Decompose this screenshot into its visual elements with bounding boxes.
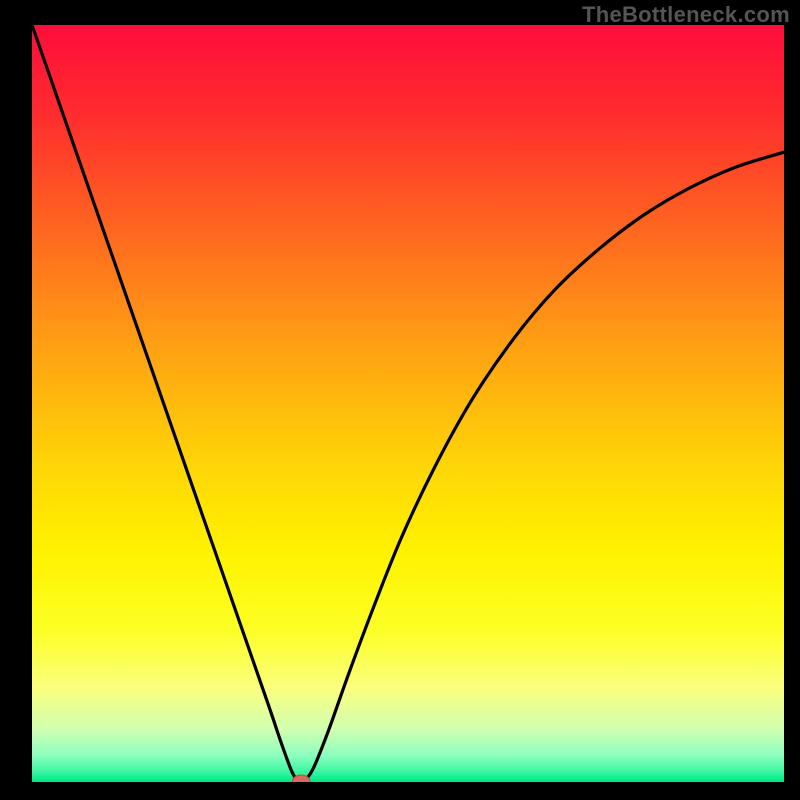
- plot-area: [32, 25, 784, 782]
- chart-svg: [32, 25, 784, 782]
- chart-frame: TheBottleneck.com: [0, 0, 800, 800]
- gradient-background: [32, 25, 784, 782]
